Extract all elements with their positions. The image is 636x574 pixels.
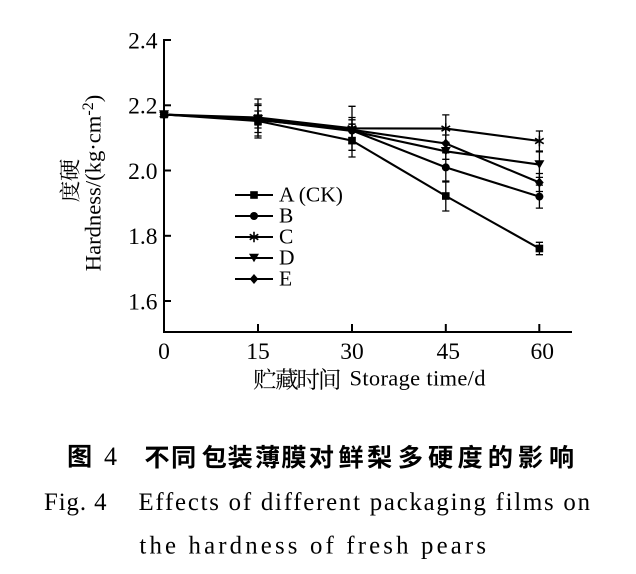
svg-text:45: 45	[437, 339, 461, 365]
svg-text:C: C	[279, 224, 293, 248]
svg-text:Storage time/d: Storage time/d	[350, 366, 486, 391]
svg-text:D: D	[279, 245, 295, 269]
svg-text:2.4: 2.4	[128, 28, 158, 54]
svg-text:2.0: 2.0	[128, 159, 157, 185]
svg-text:Hardness/(kg·cm-2): Hardness/(kg·cm-2)	[80, 95, 106, 271]
svg-text:Fig. 4: Fig. 4	[44, 489, 107, 516]
svg-text:2.2: 2.2	[128, 94, 157, 120]
svg-text:A (CK): A (CK)	[279, 182, 343, 206]
svg-text:E: E	[279, 266, 292, 290]
svg-text:Effects of different packaging: Effects of different packaging films on	[139, 489, 591, 516]
svg-text:0: 0	[158, 339, 170, 365]
svg-text:the hardness of fresh pears: the hardness of fresh pears	[139, 532, 486, 559]
svg-text:1.8: 1.8	[128, 224, 157, 250]
svg-text:15: 15	[246, 339, 270, 365]
svg-text:4: 4	[104, 442, 117, 471]
svg-text:60: 60	[530, 339, 554, 365]
svg-text:B: B	[279, 203, 293, 227]
svg-text:1.6: 1.6	[128, 289, 158, 315]
svg-text:30: 30	[340, 339, 364, 365]
